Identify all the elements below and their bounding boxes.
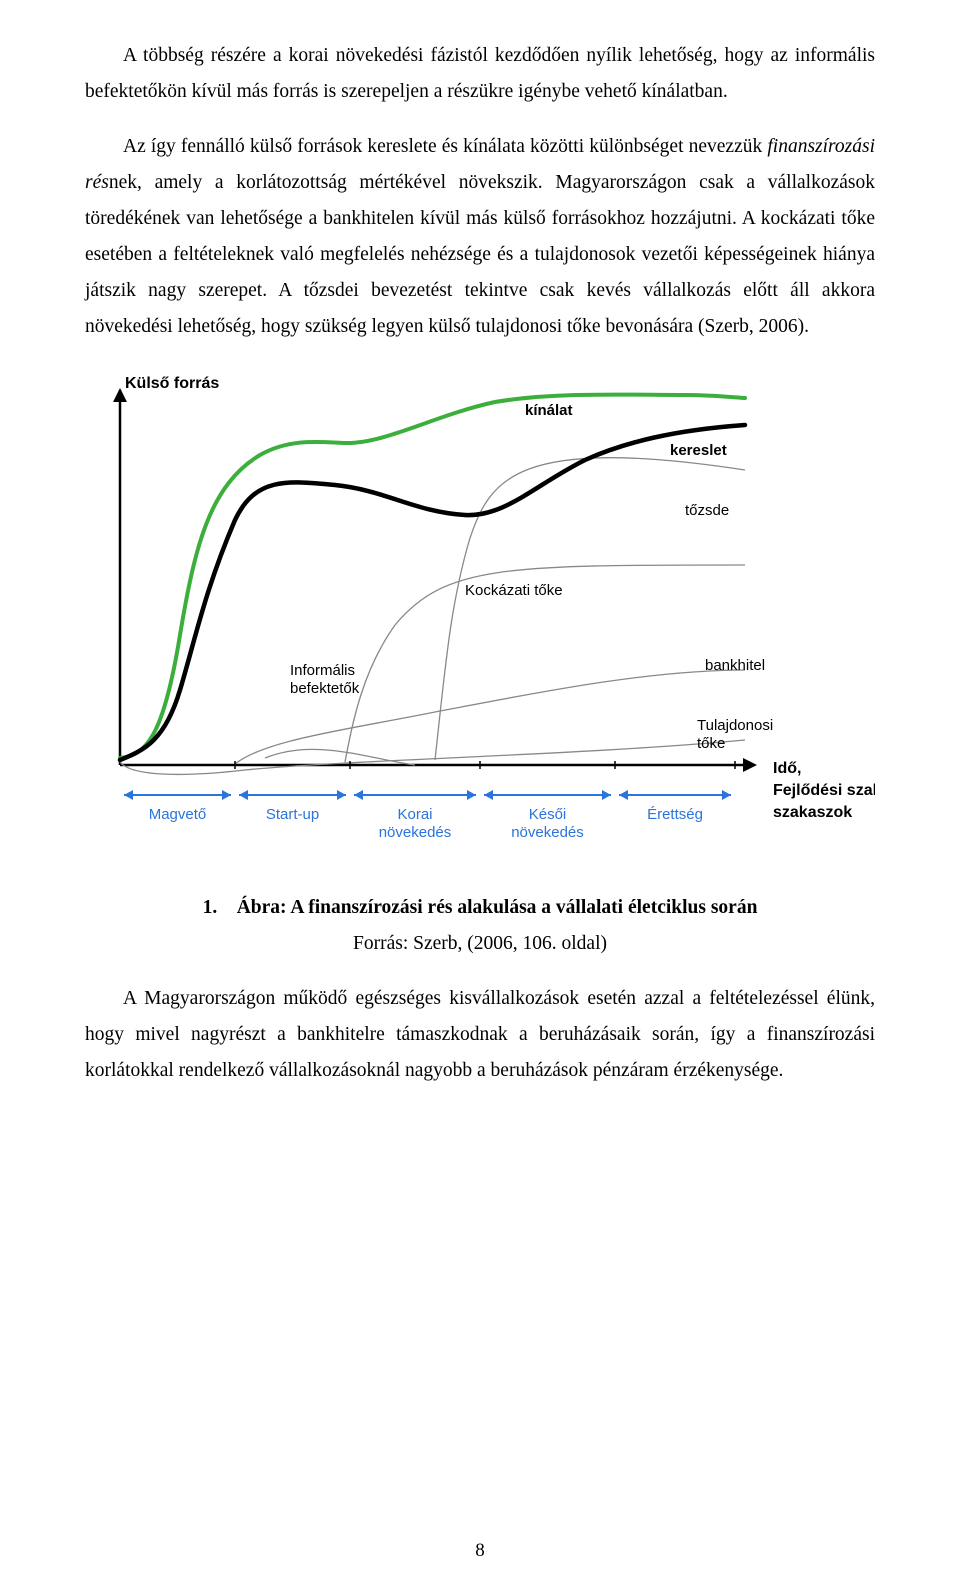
svg-text:Késői: Késői	[529, 806, 567, 823]
svg-text:Korai: Korai	[397, 806, 432, 823]
svg-text:Kockázati tőke: Kockázati tőke	[465, 582, 563, 599]
svg-text:kereslet: kereslet	[670, 442, 727, 459]
caption-title: Ábra: A finanszírozási rés alakulása a v…	[237, 897, 758, 918]
financing-gap-chart: Külső forrás kínálat kereslet tőzsde Kockáza…	[85, 370, 875, 850]
paragraph-conclusion: A Magyarországon működő egészséges kisvá…	[85, 981, 875, 1089]
figure-container: Külső forrás kínálat kereslet tőzsde Kockáza…	[85, 370, 875, 850]
svg-text:Külső forrás: Külső forrás	[125, 375, 219, 392]
svg-text:tőke: tőke	[697, 735, 725, 752]
p2-a: Az így fennálló külső források kereslete…	[123, 136, 767, 157]
svg-text:Érettség: Érettség	[647, 806, 703, 823]
p1-text: A többség részére a korai növekedési fáz…	[85, 45, 875, 102]
svg-text:Fejlődési szakaszok: Fejlődési szakaszok	[773, 782, 875, 799]
p2-b: nek, amely a korlátozottság mértékével n…	[85, 172, 875, 337]
svg-text:növekedés: növekedés	[379, 824, 452, 841]
svg-text:növekedés: növekedés	[511, 824, 584, 841]
caption-source: Forrás: Szerb, (2006, 106. oldal)	[85, 926, 875, 962]
svg-text:Magvető: Magvető	[149, 806, 207, 823]
document-page: A többség részére a korai növekedési fáz…	[0, 0, 960, 1578]
caption-number: 1.	[203, 897, 218, 918]
page-number: 8	[0, 1540, 960, 1562]
svg-text:Start-up: Start-up	[266, 806, 319, 823]
svg-text:Informális: Informális	[290, 662, 355, 679]
p3-text: A Magyarországon működő egészséges kisvá…	[85, 988, 875, 1081]
paragraph-intro: A többség részére a korai növekedési fáz…	[85, 38, 875, 110]
svg-text:szakaszok: szakaszok	[773, 804, 852, 821]
paragraph-main: Az így fennálló külső források kereslete…	[85, 129, 875, 345]
svg-text:Idő,: Idő,	[773, 760, 801, 777]
svg-text:befektetők: befektetők	[290, 680, 360, 697]
figure-caption: 1. Ábra: A finanszírozási rés alakulása …	[85, 890, 875, 962]
svg-text:Tulajdonosi: Tulajdonosi	[697, 717, 773, 734]
svg-text:tőzsde: tőzsde	[685, 502, 729, 519]
svg-text:bankhitel: bankhitel	[705, 657, 765, 674]
svg-text:kínálat: kínálat	[525, 402, 573, 419]
